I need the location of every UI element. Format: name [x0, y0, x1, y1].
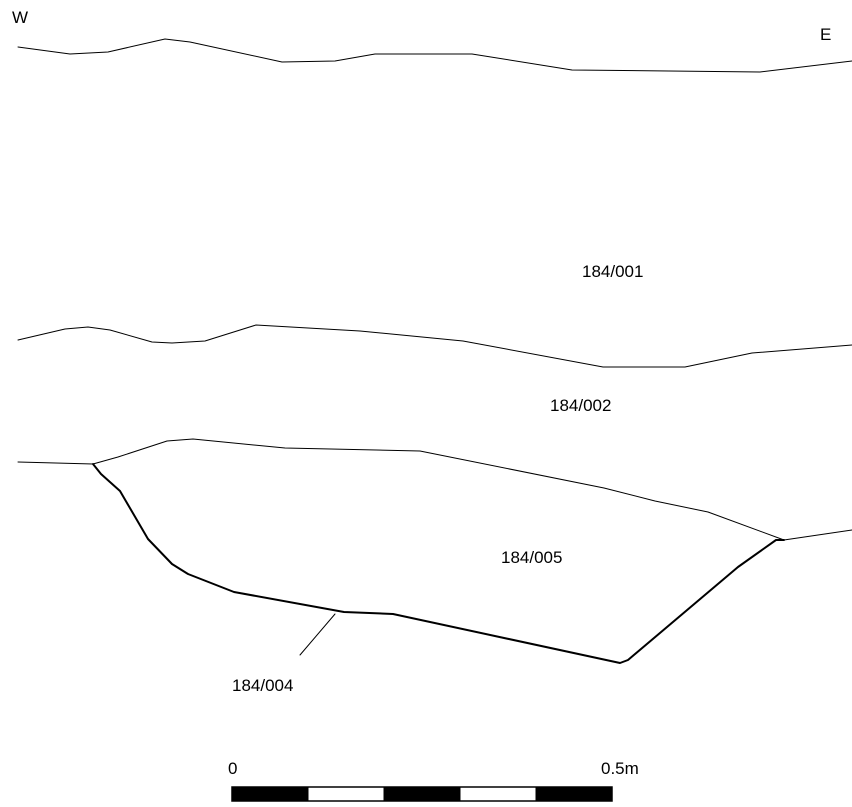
cut-184-004-outline	[92, 463, 785, 664]
west-label: W	[12, 8, 28, 27]
scale-bar-segment-4	[459, 786, 537, 802]
context-label-184-004: 184/004	[232, 676, 293, 695]
top-surface-line	[17, 38, 852, 73]
scale-bar-segment-2	[307, 786, 385, 802]
layer-boundary-001-002	[17, 324, 852, 368]
east-label: E	[820, 25, 831, 44]
layer-boundary-002-005	[17, 438, 852, 541]
scale-label-start: 0	[228, 759, 237, 778]
scale-bar-segment-1	[231, 786, 309, 802]
scale-bar-outline	[231, 786, 613, 802]
context-label-184-002: 184/002	[550, 396, 611, 415]
context-label-184-005: 184/005	[501, 548, 562, 567]
context-label-184-001: 184/001	[582, 262, 643, 281]
leader-line-184-004	[299, 613, 336, 656]
scale-bar-segment-3	[383, 786, 461, 802]
scale-bar-segment-5	[535, 786, 613, 802]
scale-bar	[231, 786, 613, 802]
scale-label-end: 0.5m	[601, 759, 639, 778]
